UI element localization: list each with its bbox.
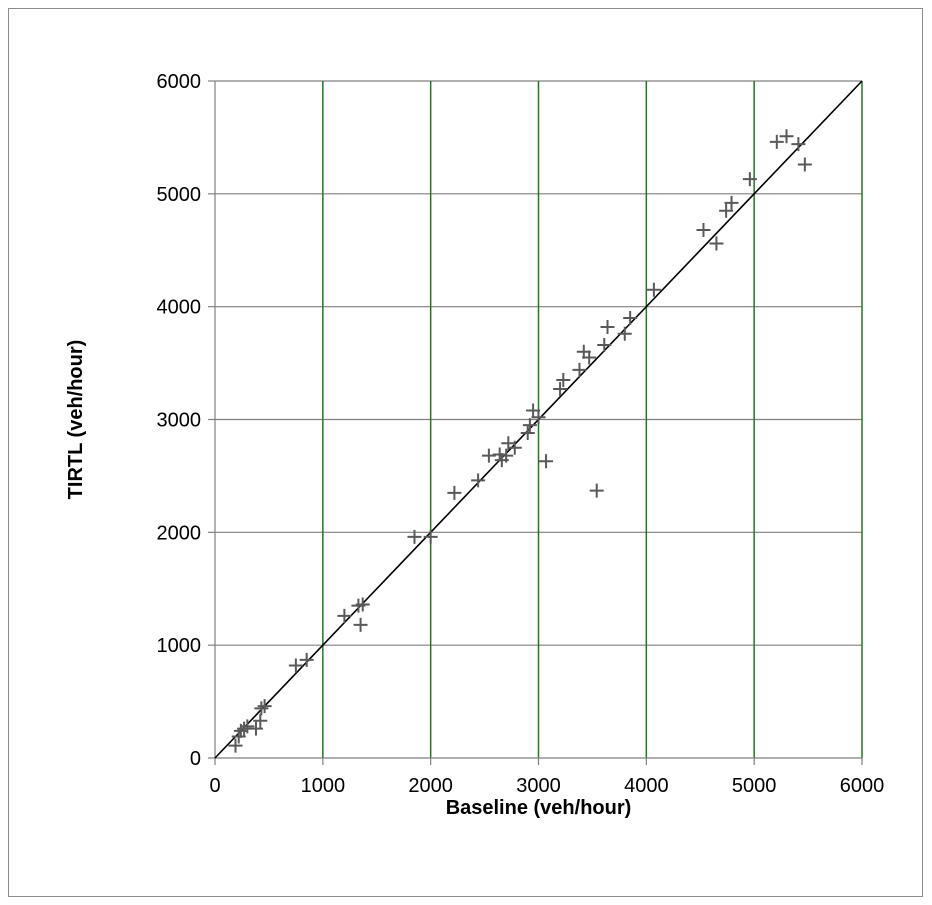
- data-point: [481, 448, 496, 463]
- data-point: [240, 719, 255, 734]
- x-tick-label: 5000: [732, 775, 777, 797]
- data-point: [572, 362, 587, 377]
- data-point: [237, 721, 252, 736]
- x-tick-label: 3000: [516, 775, 561, 797]
- data-point: [646, 282, 661, 297]
- data-point: [582, 350, 597, 365]
- data-point: [253, 713, 268, 728]
- data-point: [779, 129, 794, 144]
- data-point: [447, 485, 462, 500]
- data-point: [791, 137, 806, 152]
- data-point: [299, 652, 314, 667]
- data-point: [597, 338, 612, 353]
- data-point: [353, 617, 368, 632]
- axes: [208, 80, 863, 765]
- y-tick-label: 0: [190, 748, 201, 770]
- data-point: [248, 721, 263, 736]
- data-point: [797, 157, 812, 172]
- data-point: [228, 738, 243, 753]
- y-axis-title: TIRTL (veh/hour): [65, 340, 87, 500]
- data-point: [696, 222, 711, 237]
- data-point: [617, 326, 632, 341]
- y-tick-label: 1000: [157, 635, 202, 657]
- data-points: [228, 129, 812, 753]
- data-point: [355, 597, 370, 612]
- data-point: [507, 440, 522, 455]
- data-point: [769, 134, 784, 149]
- y-tick-label: 3000: [157, 410, 202, 432]
- x-tick-label: 0: [209, 775, 220, 797]
- data-point: [337, 608, 352, 623]
- data-point: [254, 701, 269, 716]
- data-point: [257, 699, 272, 714]
- chart-frame: [8, 8, 923, 897]
- data-point: [520, 426, 535, 441]
- data-point: [539, 454, 554, 469]
- data-point: [288, 658, 303, 673]
- x-axis-title: Baseline (veh/hour): [446, 797, 632, 819]
- data-point: [423, 529, 438, 544]
- data-point: [522, 418, 537, 433]
- data-point: [589, 483, 604, 498]
- y-tick-label: 4000: [157, 297, 202, 319]
- data-point: [724, 195, 739, 210]
- data-point: [742, 172, 757, 187]
- data-point: [531, 410, 546, 425]
- data-point: [556, 373, 571, 388]
- x-tick-label: 2000: [408, 775, 453, 797]
- data-point: [471, 473, 486, 488]
- data-point: [553, 382, 568, 397]
- data-point: [709, 236, 724, 251]
- y-tick-label: 5000: [157, 184, 202, 206]
- tick-labels: 0 1000 2000 3000 4000 5000 6000 0 1000 2000 3000 40…: [157, 71, 885, 797]
- x-tick-label: 1000: [301, 775, 346, 797]
- data-point: [719, 203, 734, 218]
- x-tick-label: 4000: [624, 775, 669, 797]
- y-tick-label: 6000: [157, 71, 202, 93]
- data-point: [499, 448, 514, 463]
- data-point: [623, 310, 638, 325]
- y-tick-label: 2000: [157, 522, 202, 544]
- data-point: [407, 529, 422, 544]
- x-tick-label: 6000: [840, 775, 885, 797]
- data-point: [600, 319, 615, 334]
